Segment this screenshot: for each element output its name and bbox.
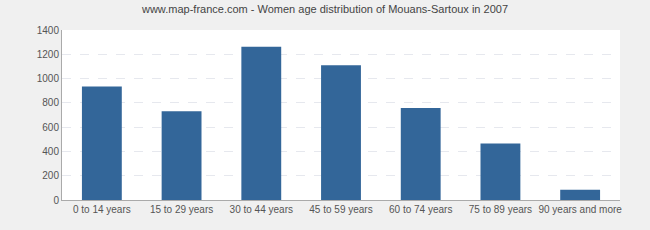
svg-text:90 years and more: 90 years and more: [538, 204, 622, 215]
svg-text:1400: 1400: [37, 25, 60, 36]
svg-text:60 to 74 years: 60 to 74 years: [389, 204, 452, 215]
svg-text:0 to 14 years: 0 to 14 years: [73, 204, 131, 215]
svg-text:600: 600: [42, 122, 59, 133]
svg-text:1000: 1000: [37, 73, 60, 84]
svg-text:800: 800: [42, 97, 59, 108]
svg-text:45 to 59 years: 45 to 59 years: [309, 204, 372, 215]
svg-text:75 to 89 years: 75 to 89 years: [469, 204, 532, 215]
svg-text:0: 0: [53, 195, 59, 206]
svg-text:www.map-france.com - Women age: www.map-france.com - Women age distribut…: [141, 3, 508, 15]
svg-text:15 to 29 years: 15 to 29 years: [150, 204, 213, 215]
svg-text:30 to 44 years: 30 to 44 years: [230, 204, 293, 215]
svg-text:1200: 1200: [37, 49, 60, 60]
svg-text:200: 200: [42, 170, 59, 181]
svg-text:400: 400: [42, 146, 59, 157]
